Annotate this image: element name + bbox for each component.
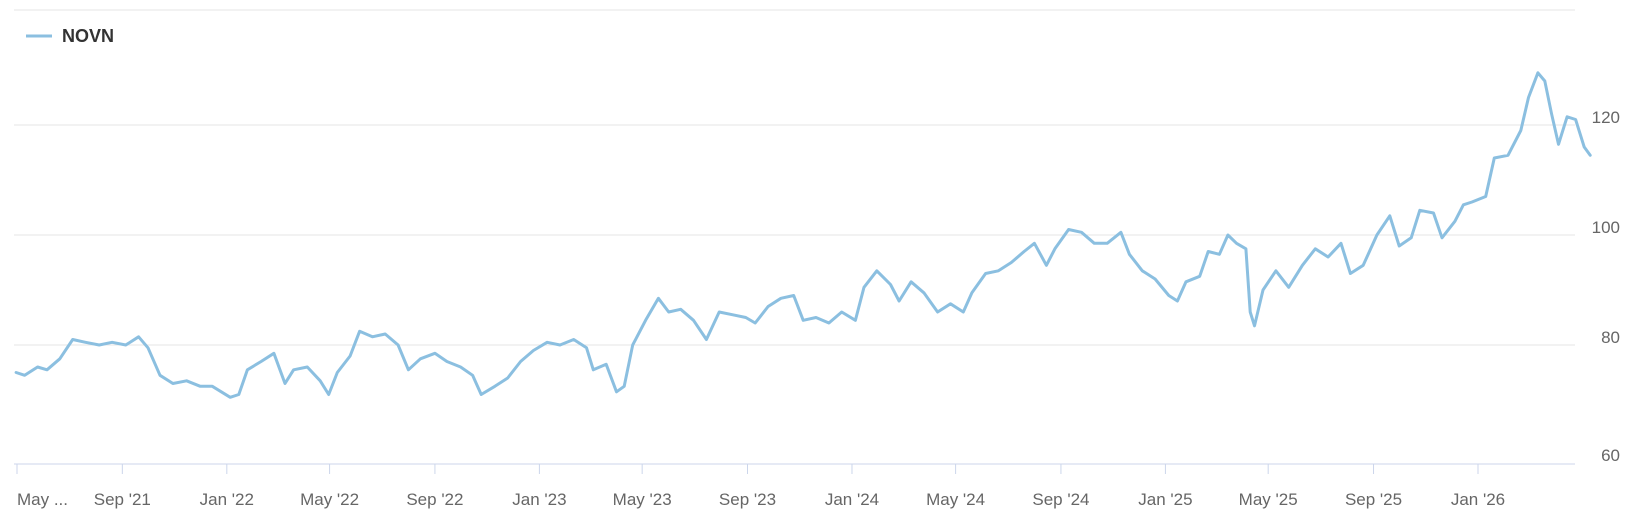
x-tick-label: Sep '25: [1345, 490, 1402, 509]
x-tick-label: Sep '21: [94, 490, 151, 509]
grid-lines: [14, 9, 1575, 346]
y-axis: 60 80 100 120: [1592, 108, 1620, 465]
x-axis-tick-labels: May ... Sep '21 Jan '22 May '22 Sep '22 Jan '…: [17, 490, 1505, 509]
x-tick-label: May '22: [300, 490, 359, 509]
legend[interactable]: NOVN: [26, 26, 114, 46]
series-lines: [14, 71, 1592, 399]
y-tick-label: 80: [1601, 328, 1620, 347]
x-tick-label: May '23: [613, 490, 672, 509]
legend-label-novn[interactable]: NOVN: [62, 26, 114, 46]
x-tick-label: May ...: [17, 490, 68, 509]
x-tick-label: Sep '24: [1032, 490, 1089, 509]
x-tick-label: May '25: [1239, 490, 1298, 509]
x-tick-label: Sep '23: [719, 490, 776, 509]
series-line-novn[interactable]: [14, 71, 1592, 399]
x-tick-label: Jan '24: [825, 490, 879, 509]
x-tick-label: Sep '22: [406, 490, 463, 509]
y-tick-label: 100: [1592, 218, 1620, 237]
y-tick-label: 60: [1601, 446, 1620, 465]
x-tick-label: Jan '25: [1138, 490, 1192, 509]
x-tick-label: Jan '26: [1451, 490, 1505, 509]
x-tick-label: Jan '22: [200, 490, 254, 509]
y-tick-label: 120: [1592, 108, 1620, 127]
x-tick-label: Jan '23: [512, 490, 566, 509]
x-tick-label: May '24: [926, 490, 985, 509]
x-axis: [14, 463, 1575, 474]
